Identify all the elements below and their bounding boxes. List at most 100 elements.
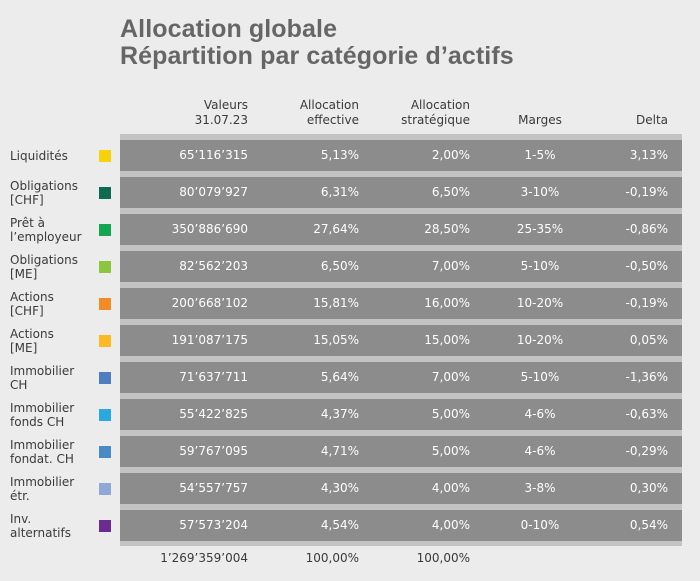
cell-delta: -0,86% [625, 222, 668, 236]
table-row: 54’557’757 4,30% 4,00% 3-8% 0,30% [120, 473, 682, 504]
cell-marges: 10-20% [516, 333, 564, 347]
cell-delta: -0,19% [625, 185, 668, 199]
table-row: 55’422’825 4,37% 5,00% 4-6% -0,63% [120, 399, 682, 430]
title-line-2: Répartition par catégorie d’actifs [120, 42, 514, 70]
table-row: 200’668’102 15,81% 16,00% 10-20% -0,19% [120, 288, 682, 319]
header-valeurs-line-2: 31.07.23 [194, 113, 248, 127]
header-strategique-line-1: Allocation [410, 98, 470, 112]
row-label: Actions [CHF] [10, 290, 96, 318]
page-title: Allocation globale Répartition par catég… [120, 16, 514, 70]
cell-valeur: 59’767’095 [179, 444, 248, 458]
header-allocation-effective: Allocation effective [260, 98, 359, 130]
row-label-line: CH [10, 377, 28, 392]
cell-valeur: 350’886’690 [171, 222, 248, 236]
color-swatch [99, 261, 111, 273]
cell-marges: 5-10% [520, 259, 560, 273]
cell-marges: 0-10% [520, 518, 560, 532]
table-row: 80’079’927 6,31% 6,50% 3-10% -0,19% [120, 177, 682, 208]
cell-marges: 4-6% [524, 444, 556, 458]
color-swatch [99, 335, 111, 347]
cell-valeur: 200’668’102 [171, 296, 248, 310]
row-label-line: Immobilier [10, 474, 75, 489]
row-label-line: [ME] [10, 340, 38, 355]
cell-strategique: 4,00% [431, 481, 470, 495]
cell-effective: 4,37% [320, 407, 359, 421]
cell-strategique: 2,00% [431, 148, 470, 162]
color-swatch [99, 298, 111, 310]
row-label-line: Obligations [10, 178, 78, 193]
total-valeur: 1’269’359’004 [160, 551, 248, 565]
row-label-line: l’employeur [10, 229, 82, 244]
cell-strategique: 7,00% [431, 370, 470, 384]
color-swatch [99, 483, 111, 495]
cell-marges: 10-20% [516, 296, 564, 310]
row-label-line: Prêt à [10, 215, 45, 230]
table-row: 350’886’690 27,64% 28,50% 25-35% -0,86% [120, 214, 682, 245]
row-label-line: fonds CH [10, 414, 65, 429]
cell-effective: 4,30% [320, 481, 359, 495]
cell-effective: 4,54% [320, 518, 359, 532]
row-label-line: alternatifs [10, 525, 71, 540]
row-label: Obligations [CHF] [10, 179, 96, 207]
row-label-line: [CHF] [10, 303, 44, 318]
table-row: 82’562’203 6,50% 7,00% 5-10% -0,50% [120, 251, 682, 282]
row-label-line: fondat. CH [10, 451, 74, 466]
color-swatch [99, 446, 111, 458]
row-label-line: [ME] [10, 266, 38, 281]
color-swatch [99, 187, 111, 199]
cell-effective: 4,71% [320, 444, 359, 458]
table-row: 59’767’095 4,71% 5,00% 4-6% -0,29% [120, 436, 682, 467]
total-effective: 100,00% [305, 551, 359, 565]
header-delta: Delta [635, 113, 668, 127]
cell-marges: 1-5% [524, 148, 556, 162]
cell-valeur: 191’087’175 [171, 333, 248, 347]
row-label-line: Liquidités [10, 148, 68, 163]
cell-strategique: 5,00% [431, 407, 470, 421]
cell-marges: 5-10% [520, 370, 560, 384]
cell-marges: 4-6% [524, 407, 556, 421]
color-swatch [99, 224, 111, 236]
header-marges: Marges [518, 113, 562, 127]
row-label: Prêt à l’employeur [10, 216, 96, 244]
cell-marges: 25-35% [516, 222, 564, 236]
cell-strategique: 16,00% [424, 296, 470, 310]
cell-delta: -0,63% [625, 407, 668, 421]
cell-valeur: 57’573’204 [179, 518, 248, 532]
cell-strategique: 7,00% [431, 259, 470, 273]
cell-valeur: 80’079’927 [179, 185, 248, 199]
row-label: Liquidités [10, 149, 96, 163]
header-allocation-strategique: Allocation stratégique [370, 98, 470, 130]
row-label-line: Actions [10, 326, 54, 341]
color-swatch [99, 409, 111, 421]
total-strategique: 100,00% [416, 551, 470, 565]
row-label-line: étr. [10, 488, 30, 503]
cell-marges: 3-10% [520, 185, 560, 199]
cell-delta: -0,19% [625, 296, 668, 310]
row-label-line: Actions [10, 289, 54, 304]
table-row: 191’087’175 15,05% 15,00% 10-20% 0,05% [120, 325, 682, 356]
row-label: Actions [ME] [10, 327, 96, 355]
cell-strategique: 5,00% [431, 444, 470, 458]
color-swatch [99, 372, 111, 384]
row-label: Immobilier CH [10, 364, 96, 392]
cell-effective: 6,50% [320, 259, 359, 273]
row-label: Immobilier étr. [10, 475, 96, 503]
color-swatch [99, 520, 111, 532]
table-row: 57’573’204 4,54% 4,00% 0-10% 0,54% [120, 510, 682, 541]
cell-marges: 3-8% [524, 481, 556, 495]
cell-effective: 15,05% [313, 333, 359, 347]
cell-valeur: 54’557’757 [179, 481, 248, 495]
color-swatch [99, 150, 111, 162]
header-effective-line-2: effective [306, 113, 359, 127]
cell-delta: 0,05% [629, 333, 668, 347]
cell-valeur: 65’116’315 [179, 148, 248, 162]
cell-valeur: 82’562’203 [179, 259, 248, 273]
cell-delta: -0,50% [625, 259, 668, 273]
cell-delta: -1,36% [625, 370, 668, 384]
row-label-line: Immobilier [10, 363, 75, 378]
cell-effective: 27,64% [313, 222, 359, 236]
row-label-line: Inv. [10, 511, 32, 526]
cell-strategique: 6,50% [431, 185, 470, 199]
header-effective-line-1: Allocation [299, 98, 359, 112]
row-label-line: [CHF] [10, 192, 44, 207]
